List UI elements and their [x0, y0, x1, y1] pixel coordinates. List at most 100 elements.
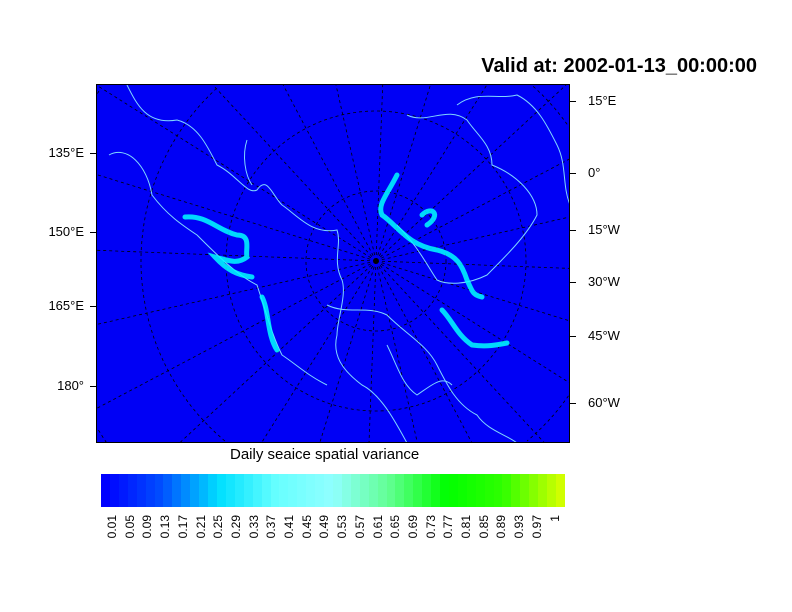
- lon-label-left: 150°E: [48, 224, 84, 239]
- tick-mark: [90, 306, 96, 307]
- latitude-circle: [305, 190, 447, 332]
- colorbar-box: [190, 474, 200, 507]
- lon-label-right: 30°W: [588, 274, 620, 289]
- meridian-line: [375, 158, 569, 262]
- meridian-line: [375, 260, 569, 383]
- colorbar-box: [457, 474, 467, 507]
- colorbar-box: [145, 474, 155, 507]
- tick-mark: [570, 403, 576, 404]
- tick-mark: [570, 101, 576, 102]
- meridian-line: [97, 260, 377, 409]
- colorbar-box: [440, 474, 449, 507]
- colorbar-box: [127, 474, 137, 507]
- colorbar-box: [422, 474, 432, 507]
- colorbar-box: [181, 474, 191, 507]
- colorbar-box: [529, 474, 539, 507]
- meridian-line: [375, 85, 488, 262]
- map-panel: [96, 84, 570, 443]
- colorbar-box: [261, 474, 271, 507]
- colorbar-label: 0.69: [405, 515, 420, 539]
- colorbar-box: [252, 474, 262, 507]
- colorbar-box: [547, 474, 557, 507]
- lon-label-left: 180°: [57, 378, 84, 393]
- tick-mark: [570, 336, 576, 337]
- coastline-hudson: [386, 344, 453, 396]
- colorbar-box: [118, 474, 128, 507]
- colorbar-box: [288, 474, 298, 507]
- colorbar: [101, 474, 565, 507]
- latitude-circle: [526, 395, 569, 442]
- colorbar-box: [493, 474, 503, 507]
- colorbar-label: 0.21: [193, 515, 208, 539]
- colorbar-box: [386, 474, 396, 507]
- colorbar-label: 0.13: [158, 515, 173, 539]
- colorbar-box: [297, 474, 307, 507]
- colorbar-box: [163, 474, 173, 507]
- colorbar-label: 1: [547, 515, 562, 522]
- colorbar-label: 0.93: [512, 515, 527, 539]
- meridian-line: [375, 260, 418, 442]
- colorbar-box: [556, 474, 565, 507]
- tick-mark: [90, 386, 96, 387]
- colorbar-box: [431, 474, 441, 507]
- meridian-line: [319, 260, 377, 442]
- colorbar-box: [466, 474, 476, 507]
- colorbar-label: 0.33: [246, 515, 261, 539]
- colorbar-box: [216, 474, 226, 507]
- colorbar-box: [234, 474, 244, 507]
- coastline-eurasia-east: [126, 85, 408, 442]
- meridian-line: [335, 85, 377, 262]
- colorbar-box: [341, 474, 351, 507]
- tick-mark: [570, 230, 576, 231]
- meridian-line: [375, 85, 384, 262]
- colorbar-box: [324, 474, 333, 507]
- colorbar-label: 0.77: [441, 515, 456, 539]
- coastline-scandinavia: [456, 94, 569, 204]
- colorbar-box: [172, 474, 182, 507]
- coastline-greenland: [396, 113, 538, 284]
- colorbar-box: [502, 474, 512, 507]
- tick-mark: [570, 173, 576, 174]
- coastline-siberia: [108, 152, 328, 386]
- colorbar-title: Daily seaice spatial variance: [230, 446, 420, 463]
- lon-label-left: 165°E: [48, 298, 84, 313]
- latitude-circle: [97, 428, 107, 442]
- graticule: [97, 85, 569, 442]
- colorbar-box: [413, 474, 423, 507]
- tick-mark: [90, 153, 96, 154]
- colorbar-box: [404, 474, 414, 507]
- colorbar-box: [538, 474, 548, 507]
- colorbar-label: 0.25: [211, 515, 226, 539]
- meridian-line: [375, 260, 569, 269]
- colorbar-label: 0.85: [476, 515, 491, 539]
- colorbar-box: [520, 474, 530, 507]
- meridian-line: [282, 85, 377, 262]
- latitude-circle: [532, 86, 569, 127]
- colorbar-label: 0.17: [175, 515, 190, 539]
- colorbar-box: [475, 474, 485, 507]
- lon-label-right: 15°E: [588, 93, 617, 108]
- colorbar-box: [368, 474, 378, 507]
- colorbar-box: [484, 474, 494, 507]
- colorbar-box: [208, 474, 217, 507]
- meridian-line: [97, 249, 377, 262]
- meridian-line: [375, 260, 569, 322]
- lon-label-right: 0°: [588, 165, 601, 180]
- plot-title: Valid at: 2002-01-13_00:00:00: [481, 55, 757, 77]
- colorbar-box: [270, 474, 280, 507]
- colorbar-label: 0.09: [140, 515, 155, 539]
- latitude-circle: [97, 88, 101, 94]
- colorbar-box: [199, 474, 209, 507]
- colorbar-label: 0.01: [105, 515, 119, 539]
- colorbar-label: 0.05: [122, 515, 137, 539]
- arctic-map: [97, 85, 569, 442]
- tick-mark: [90, 232, 96, 233]
- colorbar-box: [225, 474, 235, 507]
- colorbar-box: [377, 474, 387, 507]
- tick-mark: [570, 282, 576, 283]
- colorbar-box: [243, 474, 253, 507]
- meridian-line: [375, 85, 431, 262]
- colorbar-label: 0.49: [317, 515, 332, 539]
- coastlines: [108, 85, 569, 442]
- colorbar-box: [332, 474, 342, 507]
